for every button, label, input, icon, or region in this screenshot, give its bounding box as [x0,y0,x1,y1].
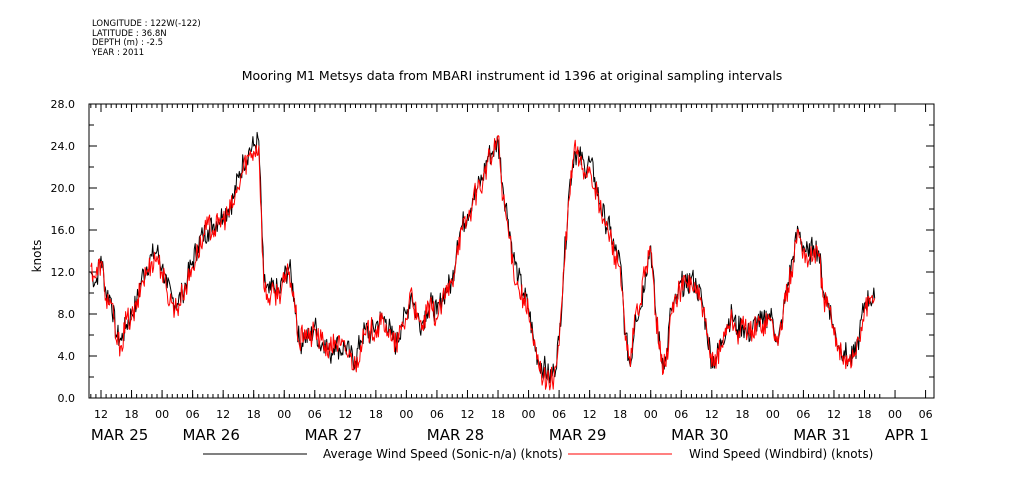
series-layer [90,131,876,391]
x-hour-label: 18 [613,408,627,421]
y-tick-label: 20.0 [51,182,76,195]
y-tick-label: 16.0 [51,224,76,237]
x-hour-label: 18 [125,408,139,421]
x-hour-label: 00 [399,408,413,421]
x-day-label: MAR 27 [305,426,362,444]
y-tick-label: 12.0 [51,266,76,279]
longitude-text: LONGITUDE : 122W(-122) [92,19,201,29]
axes-group: 0.0 4.0 8.0 12.0 16.0 20.0 24.0 28.0 12 18 00 06 12 1… [51,98,934,444]
chart-title: Mooring M1 Metsys data from MBARI instru… [242,68,783,83]
legend: Average Wind Speed (Sonic-n/a) (knots) W… [203,447,873,461]
y-axis-label: knots [30,240,44,273]
x-hour-label: 18 [491,408,505,421]
year-text: YEAR : 2011 [92,47,145,58]
x-hour-label: 12 [94,408,108,421]
x-hour-label: 00 [644,408,658,421]
x-day-label: MAR 30 [671,426,728,444]
x-hour-label: 12 [705,408,719,421]
legend-label-windbird-speed: Wind Speed (Windbird) (knots) [689,447,873,461]
x-hour-label: 00 [766,408,780,421]
x-hour-label: 06 [186,408,200,421]
latitude-text: LATITUDE : 36.8N [92,28,167,39]
x-hour-label: 00 [155,408,169,421]
x-hour-label: 06 [919,408,933,421]
x-hour-label: 12 [216,408,230,421]
x-hour-label: 00 [522,408,536,421]
x-hour-label: 18 [247,408,261,421]
x-hour-label: 06 [308,408,322,421]
y-tick-label: 8.0 [58,308,76,321]
depth-text: DEPTH (m) : -2.5 [92,38,164,49]
x-hour-label: 12 [827,408,841,421]
x-hour-label: 12 [460,408,474,421]
x-hour-label: 18 [858,408,872,421]
y-tick-label: 24.0 [51,140,76,153]
x-hour-label: 06 [796,408,810,421]
x-hour-label: 06 [674,408,688,421]
x-day-label: MAR 28 [427,426,484,444]
y-tick-label: 28.0 [51,98,76,111]
x-day-label: MAR 31 [793,426,850,444]
x-hour-label: 00 [277,408,291,421]
series-line-windbird-speed [90,135,876,391]
x-hour-label: 00 [888,408,902,421]
legend-label-average-wind-speed: Average Wind Speed (Sonic-n/a) (knots) [323,447,563,461]
y-tick-label: 4.0 [58,350,76,363]
x-hour-label: 12 [583,408,597,421]
x-hour-label: 18 [369,408,383,421]
x-day-label: MAR 29 [549,426,606,444]
x-day-label: MAR 26 [182,426,239,444]
series-line-average-wind-speed [90,131,876,384]
y-tick-label: 0.0 [58,392,76,405]
metadata-block: LONGITUDE : 122W(-122) LATITUDE : 36.8N … [92,19,201,58]
x-hour-label: 06 [430,408,444,421]
x-hour-label: 12 [338,408,352,421]
x-hour-label: 18 [735,408,749,421]
x-hour-label: 06 [552,408,566,421]
x-day-label: MAR 25 [91,426,148,444]
x-day-label: APR 1 [885,426,929,444]
